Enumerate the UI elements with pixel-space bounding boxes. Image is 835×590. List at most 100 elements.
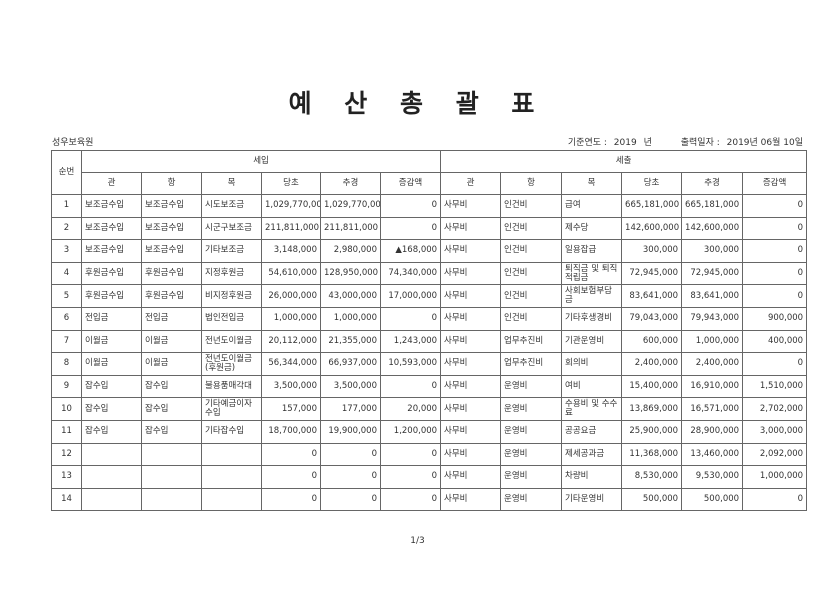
revenue-original: 54,610,000 (261, 261, 321, 286)
expense-change: 2,702,000 (742, 397, 808, 421)
revenue-change: 20,000 (379, 397, 442, 421)
table-row: 6 전입금 전입금 법인전입금 1,000,000 1,000,000 0 사무비 인건비 기타후… (51, 306, 808, 331)
expense-original: 72,945,000 (621, 261, 683, 286)
revenue-change: 0 (379, 216, 442, 241)
revenue-gwan (81, 487, 142, 512)
revenue-change: 0 (379, 374, 442, 399)
revenue-hang: 잡수입 (141, 419, 202, 444)
header-expense-original: 당초 (621, 172, 683, 195)
expense-original: 79,043,000 (621, 306, 683, 331)
table-row: 12 0 0 0 사무비 운영비 제세공과금 11,368,000 13,460,000 2,09… (51, 442, 808, 467)
table-row: 11 잡수입 잡수입 기타잡수입 18,700,000 19,900,000 1,200,0… (51, 419, 808, 444)
expense-original: 300,000 (621, 239, 683, 263)
expense-revised: 500,000 (681, 487, 744, 512)
expense-change: 1,000,000 (742, 465, 808, 489)
revenue-revised: 0 (320, 465, 381, 489)
header-expense-gwan: 관 (440, 172, 502, 195)
revenue-change: 10,593,000 (379, 352, 442, 376)
expense-mok: 기관운영비 (561, 329, 623, 354)
expense-mok: 제수당 (561, 216, 623, 241)
expense-original: 2,400,000 (621, 352, 683, 376)
expense-change: 400,000 (742, 329, 808, 354)
revenue-mok: 지정후원금 (201, 261, 262, 286)
revenue-original: 3,500,000 (261, 374, 321, 399)
expense-revised: 16,910,000 (681, 374, 744, 399)
row-no: 9 (51, 374, 82, 399)
revenue-gwan: 잡수입 (81, 397, 142, 421)
expense-hang: 인건비 (500, 194, 563, 218)
revenue-change: 17,000,000 (379, 284, 442, 308)
revenue-hang: 잡수입 (141, 374, 202, 399)
header-expense: 세출 (440, 150, 808, 173)
expense-mok: 기타운영비 (561, 487, 623, 512)
table-row: 4 후원금수입 후원금수입 지정후원금 54,610,000 128,950,000 74,… (51, 261, 808, 286)
year-unit: 년 (643, 138, 652, 148)
revenue-mok: 기타예금이자수입 (201, 397, 262, 421)
revenue-mok: 기타잡수입 (201, 419, 262, 444)
table-row: 1보조금수입보조금수입시도보조금1,029,770,0001,029,770,0… (51, 194, 808, 218)
revenue-change: 0 (379, 194, 442, 218)
expense-change: 0 (742, 261, 808, 286)
revenue-original: 211,811,000 (261, 216, 321, 241)
revenue-mok: 전년도이월금(후원금) (201, 352, 262, 376)
revenue-original: 1,000,000 (261, 306, 321, 331)
header-expense-mok: 목 (561, 172, 623, 195)
revenue-revised: 0 (320, 442, 381, 467)
expense-hang: 인건비 (500, 239, 563, 263)
header-expense-hang: 항 (500, 172, 563, 195)
revenue-hang: 보조금수입 (141, 194, 202, 218)
revenue-original: 26,000,000 (261, 284, 321, 308)
expense-revised: 79,943,000 (681, 306, 744, 331)
expense-revised: 142,600,000 (681, 216, 744, 241)
table-row: 9 잡수입 잡수입 불용품매각대 3,500,000 3,500,000 0 사무비 운영비 여비… (51, 374, 808, 399)
revenue-mok: 불용품매각대 (201, 374, 262, 399)
expense-original: 83,641,000 (621, 284, 683, 308)
row-no: 5 (51, 284, 82, 308)
revenue-change: 0 (379, 487, 442, 512)
expense-gwan: 사무비 (440, 397, 502, 421)
revenue-original: 157,000 (261, 397, 321, 421)
organization-name: 성우보육원 (52, 138, 94, 148)
revenue-hang (141, 442, 202, 467)
revenue-gwan: 보조금수입 (81, 216, 142, 241)
expense-mok: 차량비 (561, 465, 623, 489)
expense-gwan: 사무비 (440, 216, 502, 241)
revenue-gwan (81, 465, 142, 489)
expense-mok: 퇴직금 및 퇴직적립금 (561, 261, 623, 286)
revenue-hang: 이월금 (141, 329, 202, 354)
table-row: 5 후원금수입 후원금수입 비지정후원금 26,000,000 43,000,000 17,… (51, 284, 808, 308)
table-row: 8 이월금 이월금 전년도이월금(후원금) 56,344,000 66,937,000 10… (51, 352, 808, 376)
table-row: 3 보조금수입 보조금수입 기타보조금 3,148,000 2,980,000 ▲168,0… (51, 239, 808, 263)
revenue-gwan (81, 442, 142, 467)
print-date-label: 출력일자 : (680, 138, 720, 148)
expense-mok: 일용잡급 (561, 239, 623, 263)
header-expense-change: 증감액 (742, 172, 808, 195)
expense-mok: 회의비 (561, 352, 623, 376)
header-revenue-revised: 추경 (320, 172, 381, 195)
row-no: 7 (51, 329, 82, 354)
revenue-revised: 2,980,000 (320, 239, 381, 263)
expense-original: 665,181,000 (621, 194, 683, 218)
row-no: 14 (51, 487, 82, 512)
row-no: 8 (51, 352, 82, 376)
row-no: 10 (51, 397, 82, 421)
header-revenue: 세입 (80, 150, 442, 173)
row-no: 4 (51, 261, 82, 286)
row-no: 12 (51, 442, 82, 467)
row-no: 13 (51, 465, 82, 489)
revenue-gwan: 잡수입 (81, 374, 142, 399)
expense-gwan: 사무비 (440, 239, 502, 263)
revenue-hang (141, 487, 202, 512)
header-expense-revised: 추경 (681, 172, 744, 195)
expense-gwan: 사무비 (440, 465, 502, 489)
expense-change: 0 (742, 487, 808, 512)
revenue-mok: 시도보조금 (201, 194, 262, 218)
row-no: 3 (51, 239, 82, 263)
revenue-change: 74,340,000 (379, 261, 442, 286)
expense-mok: 기타후생경비 (561, 306, 623, 331)
expense-revised: 28,900,000 (681, 419, 744, 444)
expense-hang: 운영비 (500, 397, 563, 421)
table-row: 7 이월금 이월금 전년도이월금 20,112,000 21,355,000 1,243,0… (51, 329, 808, 354)
expense-original: 13,869,000 (621, 397, 683, 421)
row-no: 2 (51, 216, 82, 241)
